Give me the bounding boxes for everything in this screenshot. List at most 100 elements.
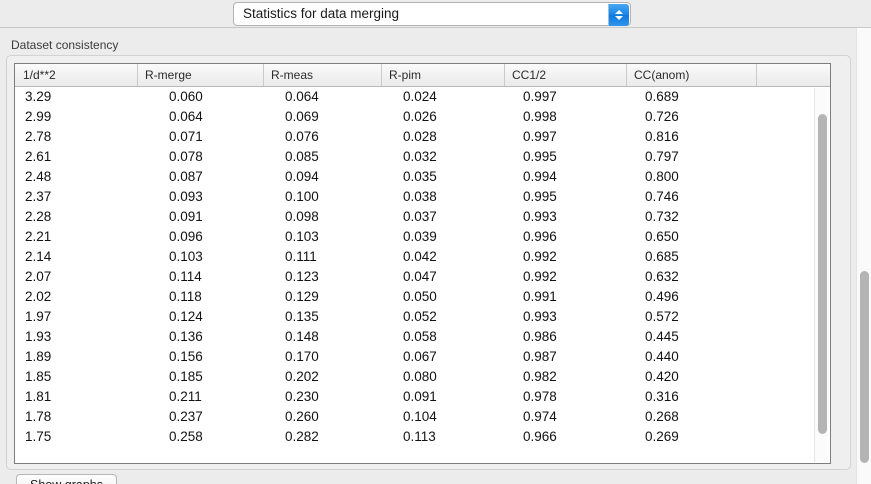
table-row[interactable]: 2.14 0.103 0.111 0.042 0.992 0.685 (15, 247, 830, 267)
table-cell: 0.800 (645, 169, 679, 184)
table-cell: 1.78 (25, 409, 52, 424)
table-cell: 1.93 (25, 329, 52, 344)
table-cell: 1.81 (25, 389, 52, 404)
table-cell: 0.726 (645, 109, 679, 124)
table-cell: 0.996 (523, 229, 557, 244)
table-row[interactable]: 1.97 0.124 0.135 0.052 0.993 0.572 (15, 307, 830, 327)
table-column-header[interactable]: 1/d**2 (23, 68, 56, 82)
table-body: 3.29 0.060 0.064 0.024 0.997 0.689 2.99 0.064 0.… (15, 87, 830, 463)
table-cell: 0.982 (523, 369, 557, 384)
table-cell: 0.689 (645, 89, 679, 104)
table-cell: 0.269 (645, 429, 679, 444)
table-cell: 2.14 (25, 249, 52, 264)
table-vertical-scrollbar[interactable] (814, 88, 829, 462)
table-cell: 0.096 (169, 229, 203, 244)
table-cell: 0.032 (403, 149, 437, 164)
table-cell: 0.085 (285, 149, 319, 164)
table-row[interactable]: 2.37 0.093 0.100 0.038 0.995 0.746 (15, 187, 830, 207)
statistics-view-combobox[interactable]: Statistics for data merging (233, 2, 631, 26)
table-cell: 2.48 (25, 169, 52, 184)
table-cell: 0.050 (403, 289, 437, 304)
table-column-header[interactable] (756, 64, 830, 86)
page-vertical-scrollbar-thumb[interactable] (860, 271, 869, 463)
table-cell: 0.060 (169, 89, 203, 104)
table-column-header[interactable]: R-pim (381, 64, 504, 86)
table-row[interactable]: 2.21 0.096 0.103 0.039 0.996 0.650 (15, 227, 830, 247)
table-cell: 0.974 (523, 409, 557, 424)
table-vertical-scrollbar-thumb[interactable] (818, 114, 827, 434)
table-cell: 0.076 (285, 129, 319, 144)
table-cell: 0.103 (169, 249, 203, 264)
table-row[interactable]: 2.78 0.071 0.076 0.028 0.997 0.816 (15, 127, 830, 147)
table-cell: 0.113 (403, 429, 436, 444)
show-graphs-button[interactable]: Show graphs (16, 474, 117, 484)
table-row[interactable]: 2.99 0.064 0.069 0.026 0.998 0.726 (15, 107, 830, 127)
stepper-updown-icon[interactable] (608, 4, 629, 26)
table-cell: 2.61 (25, 149, 52, 164)
table-row[interactable]: 1.93 0.136 0.148 0.058 0.986 0.445 (15, 327, 830, 347)
table-cell: 0.038 (403, 189, 437, 204)
table-row[interactable]: 2.61 0.078 0.085 0.032 0.995 0.797 (15, 147, 830, 167)
table-row[interactable]: 1.89 0.156 0.170 0.067 0.987 0.440 (15, 347, 830, 367)
table-cell: 0.237 (169, 409, 203, 424)
table-row[interactable]: 3.29 0.060 0.064 0.024 0.997 0.689 (15, 87, 830, 107)
table-cell: 0.069 (285, 109, 319, 124)
table-cell: 0.026 (403, 109, 437, 124)
table-cell: 0.632 (645, 269, 679, 284)
table-cell: 2.07 (25, 269, 52, 284)
table-cell: 0.052 (403, 309, 437, 324)
table-cell: 0.211 (169, 389, 202, 404)
table-cell: 3.29 (25, 89, 52, 104)
table-cell: 1.89 (25, 349, 52, 364)
table-cell: 0.024 (403, 89, 437, 104)
table-row[interactable]: 1.78 0.237 0.260 0.104 0.974 0.268 (15, 407, 830, 427)
table-cell: 0.993 (523, 209, 557, 224)
table-cell: 0.078 (169, 149, 203, 164)
table-row[interactable]: 2.02 0.118 0.129 0.050 0.991 0.496 (15, 287, 830, 307)
page-vertical-scrollbar[interactable] (856, 28, 871, 484)
chevron-up-icon (615, 10, 623, 14)
table-row[interactable]: 2.07 0.114 0.123 0.047 0.992 0.632 (15, 267, 830, 287)
table-cell: 0.993 (523, 309, 557, 324)
table-header-row: 1/d**2 R-merge R-meas R-pim CC1/2 CC(anom) (15, 64, 830, 87)
table-column-header[interactable]: CC(anom) (626, 64, 756, 86)
table-cell: 0.987 (523, 349, 557, 364)
table-cell: 0.202 (285, 369, 319, 384)
table-cell: 0.067 (403, 349, 437, 364)
table-cell: 0.746 (645, 189, 679, 204)
table-cell: 0.995 (523, 189, 557, 204)
table-cell: 0.445 (645, 329, 679, 344)
table-cell: 0.156 (169, 349, 203, 364)
table-cell: 0.039 (403, 229, 437, 244)
table-row[interactable]: 1.85 0.185 0.202 0.080 0.982 0.420 (15, 367, 830, 387)
table-cell: 2.78 (25, 129, 52, 144)
table-cell: 0.991 (523, 289, 557, 304)
table-cell: 2.99 (25, 109, 52, 124)
table-cell: 0.118 (169, 289, 202, 304)
table-cell: 0.094 (285, 169, 319, 184)
table-row[interactable]: 1.75 0.258 0.282 0.113 0.966 0.269 (15, 427, 830, 447)
table-cell: 0.129 (285, 289, 319, 304)
group-box-label: Dataset consistency (11, 38, 119, 52)
table-column-header[interactable]: R-merge (137, 64, 263, 86)
table-cell: 1.85 (25, 369, 52, 384)
table-cell: 0.995 (523, 149, 557, 164)
table-cell: 0.091 (169, 209, 203, 224)
table-cell: 0.091 (403, 389, 437, 404)
table-cell: 0.992 (523, 269, 557, 284)
table-cell: 2.28 (25, 209, 52, 224)
table-cell: 0.035 (403, 169, 437, 184)
table-cell: 0.071 (169, 129, 203, 144)
statistics-table: 1/d**2 R-merge R-meas R-pim CC1/2 CC(anom) 3.… (14, 63, 831, 464)
table-row[interactable]: 1.81 0.211 0.230 0.091 0.978 0.316 (15, 387, 830, 407)
table-row[interactable]: 2.48 0.087 0.094 0.035 0.994 0.800 (15, 167, 830, 187)
table-cell: 0.124 (169, 309, 203, 324)
table-cell: 0.978 (523, 389, 557, 404)
table-column-header[interactable]: CC1/2 (504, 64, 626, 86)
table-row[interactable]: 2.28 0.091 0.098 0.037 0.993 0.732 (15, 207, 830, 227)
table-cell: 0.100 (285, 189, 319, 204)
table-column-header[interactable]: R-meas (263, 64, 381, 86)
table-cell: 0.135 (285, 309, 319, 324)
table-cell: 0.997 (523, 89, 557, 104)
